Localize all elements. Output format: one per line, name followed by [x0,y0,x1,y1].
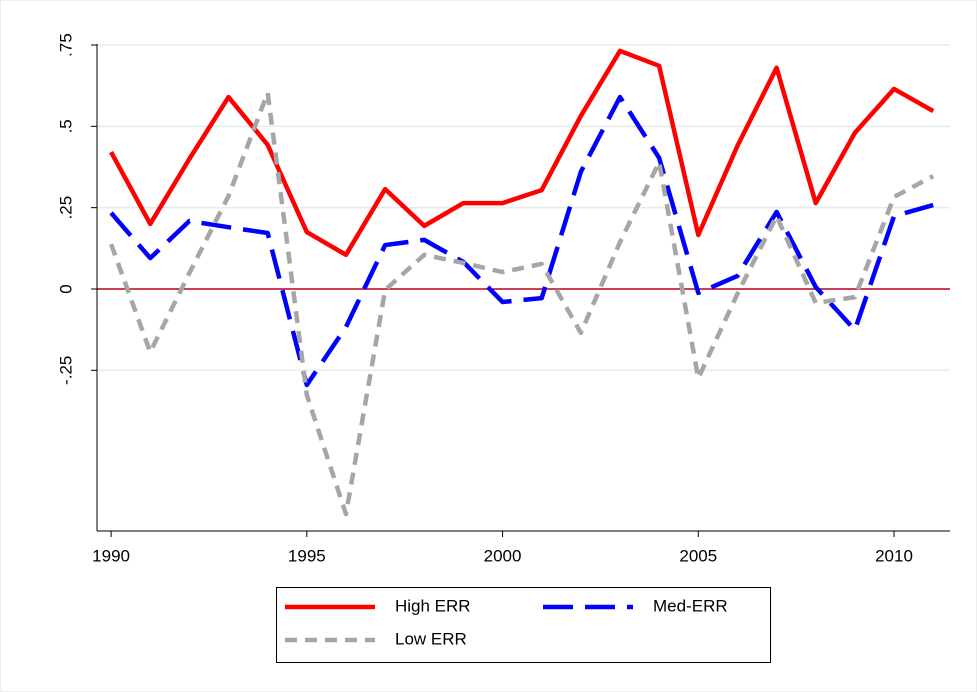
y-tick-label: .75 [56,33,75,57]
y-tick-label: .5 [56,119,75,133]
x-tick-label: 1990 [92,546,130,565]
x-tick-label: 2010 [875,546,913,565]
legend-box [276,587,771,663]
legend-label: Low ERR [395,629,467,648]
series-line [109,94,934,388]
x-tick-label: 1995 [288,546,326,565]
legend-label: Med-ERR [653,596,728,615]
y-tick-label: 0 [56,284,75,293]
series-line [108,90,935,517]
series-line [109,48,935,258]
y-tick-label: -.25 [56,356,75,385]
legend-label: High ERR [395,596,471,615]
x-tick-label: 2000 [484,546,522,565]
y-tick-label: .25 [56,196,75,220]
x-tick-label: 2005 [679,546,717,565]
